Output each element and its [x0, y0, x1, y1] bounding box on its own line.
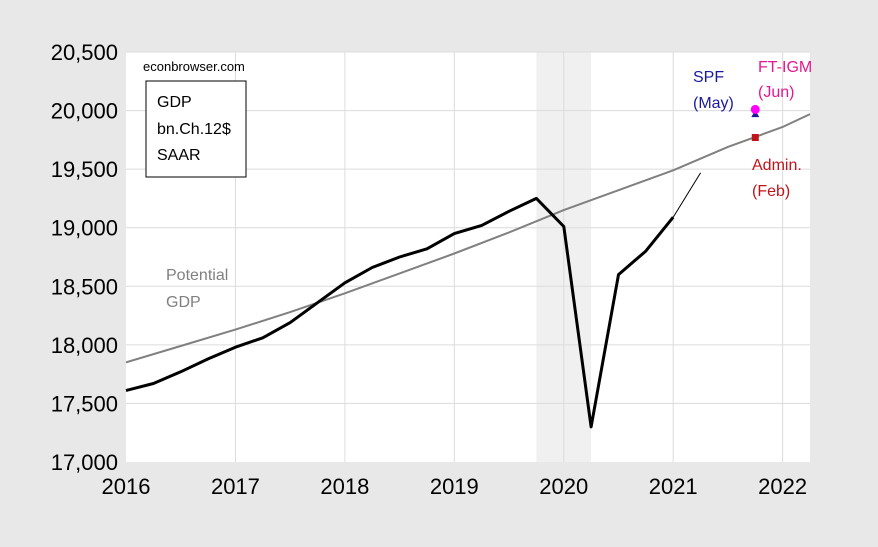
- credit-text: econbrowser.com: [143, 59, 245, 74]
- admin-label-2: (Feb): [752, 183, 790, 200]
- x-tick-label: 2021: [649, 474, 698, 499]
- y-tick-label: 20,000: [51, 99, 118, 124]
- gdp-line: [125, 196, 675, 429]
- x-tick-label: 2022: [758, 474, 807, 499]
- forecast-marker-admin: [751, 134, 759, 142]
- y-tick-label: 18,000: [51, 333, 118, 358]
- y-tick-label: 17,000: [51, 450, 118, 475]
- spf-label-2: (May): [693, 95, 734, 112]
- potential-gdp-label-1: Potential: [166, 267, 228, 284]
- forecast-markers: [750, 104, 760, 142]
- forecast-marker-ft-igm: [750, 104, 760, 114]
- x-axis-ticks: 2016 2017 2018 2019 2020 2021 2022: [102, 474, 808, 499]
- y-axis-ticks: 17,000 17,500 18,000 18,500 19,000 19,500 20,0…: [51, 40, 118, 475]
- x-tick-label: 2020: [539, 474, 588, 499]
- gdp-extension-line: [672, 172, 702, 218]
- x-tick-label: 2018: [320, 474, 369, 499]
- admin-label-1: Admin.: [752, 157, 802, 174]
- info-box-line-2: bn.Ch.12$: [157, 121, 231, 138]
- x-tick-label: 2019: [430, 474, 479, 499]
- potential-gdp-label-2: GDP: [166, 294, 201, 311]
- info-box-line-3: SAAR: [157, 147, 201, 164]
- info-box-line-1: GDP: [157, 94, 192, 111]
- y-tick-label: 18,500: [51, 274, 118, 299]
- y-tick-label: 20,500: [51, 40, 118, 65]
- y-tick-label: 17,500: [51, 391, 118, 416]
- y-tick-label: 19,500: [51, 157, 118, 182]
- ftigm-label-1: FT-IGM: [758, 59, 812, 76]
- potential-gdp-line: [125, 113, 811, 364]
- x-tick-label: 2016: [102, 474, 151, 499]
- ftigm-label-2: (Jun): [758, 84, 794, 101]
- x-tick-label: 2017: [211, 474, 260, 499]
- spf-label-1: SPF: [693, 69, 724, 86]
- y-tick-label: 19,000: [51, 216, 118, 241]
- info-box: [145, 80, 247, 178]
